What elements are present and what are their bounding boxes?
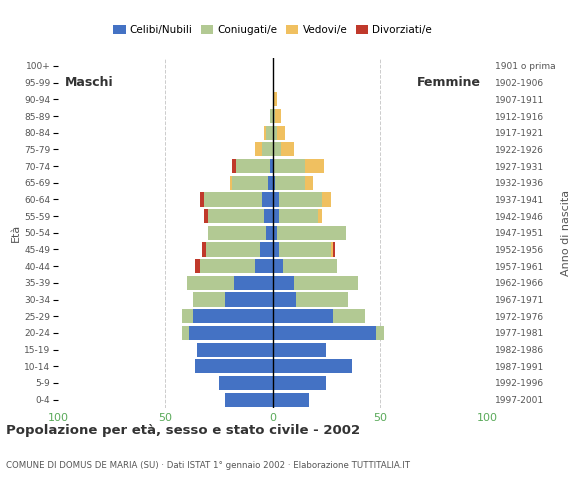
Bar [226,292,273,307]
Bar [204,209,208,223]
Bar [277,226,346,240]
Bar [296,292,348,307]
Bar [275,109,281,123]
Bar [284,259,337,273]
Bar [262,142,273,156]
Bar [279,192,322,206]
Bar [281,142,294,156]
Bar [269,176,273,190]
Bar [197,343,273,357]
Bar [273,92,277,107]
Text: Femmine: Femmine [417,76,481,89]
Bar [273,176,275,190]
Bar [266,226,273,240]
Text: Popolazione per età, sesso e stato civile - 2002: Popolazione per età, sesso e stato civil… [6,424,360,437]
Text: Maschi: Maschi [64,76,113,89]
Y-axis label: Anno di nascita: Anno di nascita [561,190,571,276]
Bar [273,292,296,307]
Text: COMUNE DI DOMUS DE MARIA (SU) · Dati ISTAT 1° gennaio 2002 · Elaborazione TUTTIT: COMUNE DI DOMUS DE MARIA (SU) · Dati IST… [6,461,410,470]
Bar [206,242,260,257]
Bar [331,242,333,257]
Bar [264,126,266,140]
Bar [273,209,279,223]
Bar [260,242,273,257]
Bar [279,209,318,223]
Bar [322,192,331,206]
Bar [270,159,273,173]
Bar [189,326,273,340]
Bar [333,309,365,324]
Bar [226,393,273,407]
Bar [270,109,273,123]
Bar [305,176,313,190]
Bar [333,242,335,257]
Bar [202,242,206,257]
Bar [183,309,193,324]
Bar [187,276,234,290]
Bar [294,276,358,290]
Bar [279,242,331,257]
Bar [232,176,269,190]
Bar [195,259,200,273]
Bar [219,376,273,390]
Bar [318,209,322,223]
Bar [193,292,226,307]
Bar [273,142,281,156]
Bar [273,309,333,324]
Bar [204,192,262,206]
Bar [234,276,273,290]
Bar [273,159,305,173]
Bar [255,259,273,273]
Bar [255,142,262,156]
Bar [273,259,284,273]
Bar [200,259,255,273]
Bar [273,242,279,257]
Y-axis label: Età: Età [12,224,21,242]
Bar [200,192,204,206]
Bar [208,209,264,223]
Bar [195,359,273,373]
Bar [273,192,279,206]
Bar [273,109,275,123]
Bar [273,359,352,373]
Bar [376,326,384,340]
Legend: Celibi/Nubili, Coniugati/e, Vedovi/e, Divorziati/e: Celibi/Nubili, Coniugati/e, Vedovi/e, Di… [109,21,436,39]
Bar [273,276,294,290]
Bar [236,159,270,173]
Bar [273,376,326,390]
Bar [273,126,277,140]
Bar [273,393,309,407]
Bar [273,326,376,340]
Bar [208,226,266,240]
Bar [193,309,273,324]
Bar [275,176,305,190]
Bar [232,159,236,173]
Bar [277,126,285,140]
Bar [273,226,277,240]
Bar [264,209,273,223]
Bar [266,126,273,140]
Bar [305,159,324,173]
Bar [273,343,326,357]
Bar [262,192,273,206]
Bar [183,326,189,340]
Bar [230,176,232,190]
